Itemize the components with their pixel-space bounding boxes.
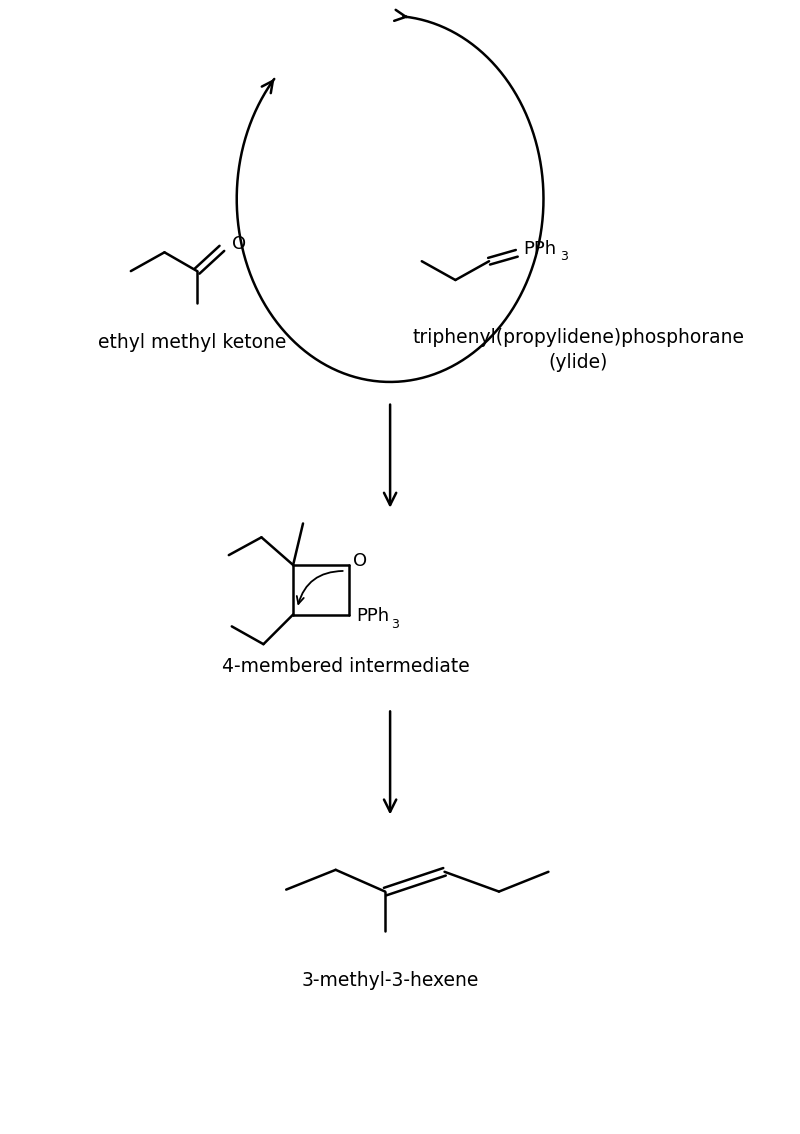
Text: 3: 3 — [391, 618, 399, 631]
Text: O: O — [354, 552, 367, 570]
Text: PPh: PPh — [357, 608, 390, 626]
Text: (ylide): (ylide) — [549, 353, 608, 372]
Text: triphenyl(propylidene)phosphorane: triphenyl(propylidene)phosphorane — [412, 328, 744, 347]
Text: ethyl methyl ketone: ethyl methyl ketone — [98, 333, 286, 352]
Text: O: O — [232, 236, 246, 253]
Text: PPh: PPh — [524, 240, 557, 259]
Text: 4-membered intermediate: 4-membered intermediate — [222, 658, 470, 677]
Text: 3: 3 — [560, 249, 568, 263]
Text: 3-methyl-3-hexene: 3-methyl-3-hexene — [302, 971, 478, 990]
